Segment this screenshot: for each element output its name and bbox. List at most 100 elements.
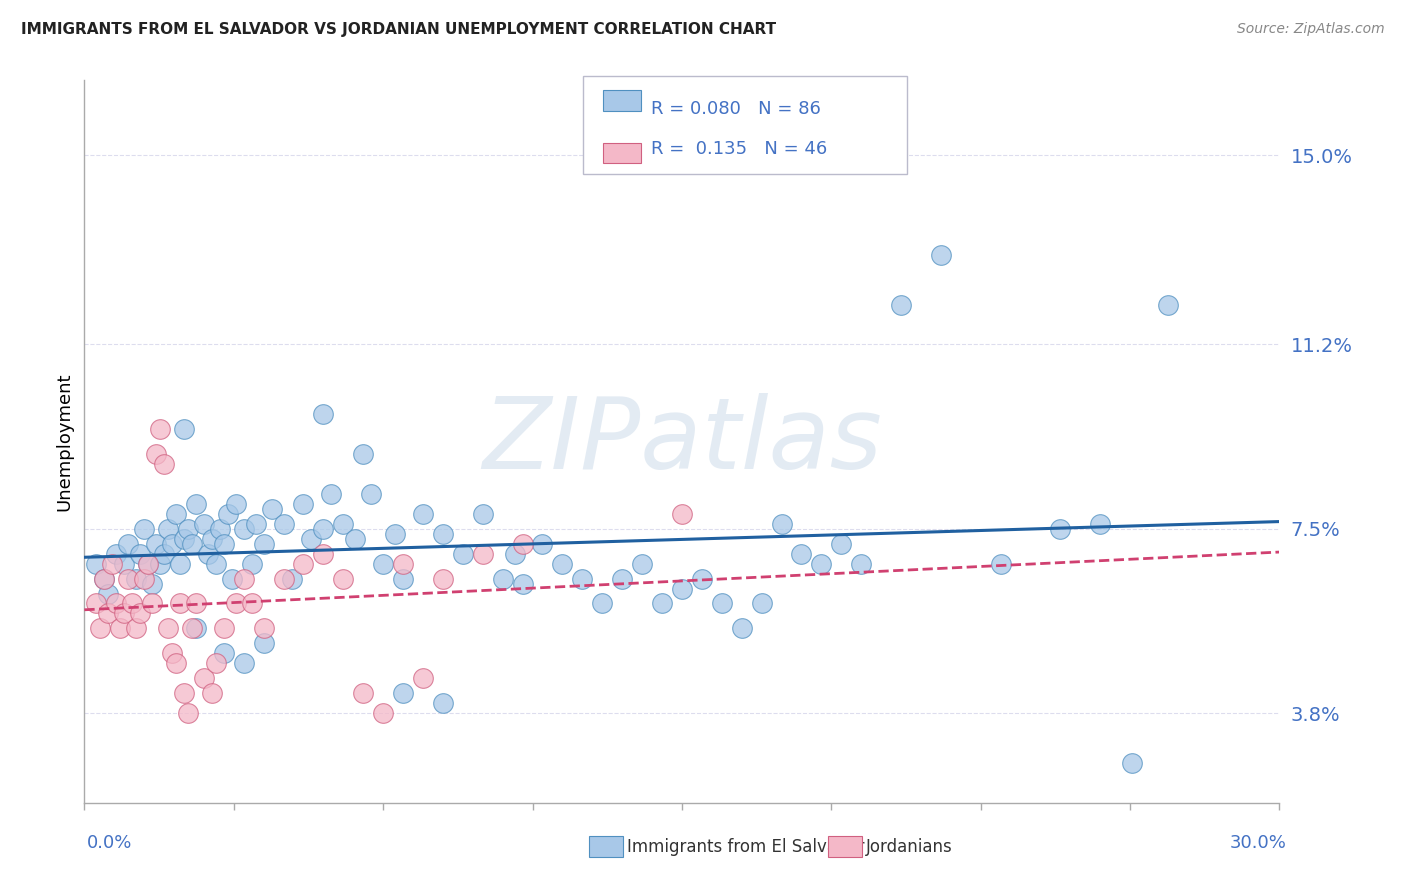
Point (432, 696, 454, 710)
Point (990, 557, 1012, 571)
Point (232, 657, 254, 671)
Text: ZIPatlas: ZIPatlas (482, 393, 882, 490)
Point (201, 532, 224, 546)
Point (225, 597, 247, 611)
Y-axis label: Unemployment: Unemployment (55, 372, 73, 511)
Point (105, 547, 128, 561)
Point (153, 457, 176, 471)
Point (105, 597, 128, 611)
Point (253, 621, 276, 635)
Point (1049, 522, 1071, 536)
Point (165, 507, 187, 521)
Point (193, 671, 215, 685)
Point (184, 497, 207, 511)
Point (97, 586, 120, 600)
Point (149, 422, 172, 436)
Point (245, 516, 267, 531)
Point (332, 572, 354, 586)
Point (503, 547, 526, 561)
Point (432, 526, 454, 541)
Text: Jordanians: Jordanians (866, 838, 953, 855)
Point (157, 522, 180, 536)
Point (129, 607, 152, 621)
Point (132, 522, 156, 536)
Text: Source: ZipAtlas.com: Source: ZipAtlas.com (1237, 22, 1385, 37)
Point (344, 532, 367, 546)
Point (173, 422, 195, 436)
Point (110, 621, 132, 635)
Point (651, 597, 673, 611)
Point (93, 572, 115, 586)
Point (612, 572, 634, 586)
Point (240, 597, 263, 611)
Point (153, 547, 176, 561)
Text: 30.0%: 30.0% (1230, 834, 1286, 852)
Point (1090, 516, 1112, 531)
Point (273, 572, 295, 586)
Point (205, 557, 228, 571)
Point (492, 572, 515, 586)
Point (121, 597, 143, 611)
Point (145, 447, 167, 461)
Point (86, 597, 108, 611)
Text: IMMIGRANTS FROM EL SALVADOR VS JORDANIAN UNEMPLOYMENT CORRELATION CHART: IMMIGRANTS FROM EL SALVADOR VS JORDANIAN… (21, 22, 776, 37)
Point (770, 516, 793, 531)
Point (253, 636, 276, 650)
Point (312, 407, 335, 421)
Point (571, 572, 593, 586)
Point (301, 532, 323, 546)
Point (373, 706, 395, 720)
Point (184, 621, 207, 635)
Point (751, 597, 773, 611)
Point (177, 522, 200, 536)
Point (392, 557, 415, 571)
Point (193, 516, 215, 531)
Point (830, 537, 852, 551)
Point (160, 646, 183, 660)
Text: 0.0%: 0.0% (87, 834, 132, 852)
Point (177, 706, 200, 720)
Point (512, 576, 534, 591)
Text: R =  0.135   N = 46: R = 0.135 N = 46 (651, 140, 827, 158)
Point (260, 501, 283, 516)
Text: Immigrants from El Salvador: Immigrants from El Salvador (627, 838, 865, 855)
Point (471, 507, 494, 521)
Point (292, 557, 315, 571)
Point (181, 537, 204, 551)
Point (160, 537, 183, 551)
Point (240, 557, 263, 571)
Point (671, 582, 693, 596)
Point (141, 576, 163, 591)
Point (890, 297, 912, 311)
Point (181, 621, 204, 635)
Point (373, 557, 395, 571)
Point (112, 607, 135, 621)
Point (392, 572, 415, 586)
Point (149, 557, 172, 571)
Point (312, 547, 335, 561)
Point (591, 597, 613, 611)
Point (412, 507, 434, 521)
Point (631, 557, 654, 571)
Point (132, 572, 156, 586)
Point (360, 487, 382, 501)
Point (432, 572, 454, 586)
Point (212, 537, 235, 551)
Point (551, 557, 574, 571)
Point (352, 686, 374, 700)
Text: R = 0.080   N = 86: R = 0.080 N = 86 (651, 100, 821, 118)
Point (97, 607, 120, 621)
Point (690, 572, 713, 586)
Point (1121, 756, 1143, 770)
Point (141, 597, 163, 611)
Point (671, 507, 693, 521)
Point (117, 572, 139, 586)
Point (184, 597, 207, 611)
Point (212, 646, 235, 660)
Point (273, 516, 295, 531)
Point (136, 557, 159, 571)
Point (89, 621, 111, 635)
Point (321, 487, 343, 501)
Point (312, 522, 335, 536)
Point (169, 597, 191, 611)
